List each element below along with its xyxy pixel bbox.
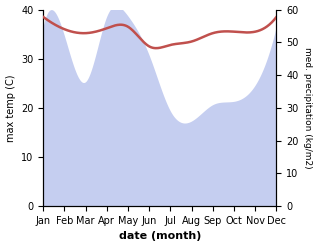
X-axis label: date (month): date (month) [119,231,201,242]
Y-axis label: max temp (C): max temp (C) [5,74,16,142]
Y-axis label: med. precipitation (kg/m2): med. precipitation (kg/m2) [303,47,313,169]
